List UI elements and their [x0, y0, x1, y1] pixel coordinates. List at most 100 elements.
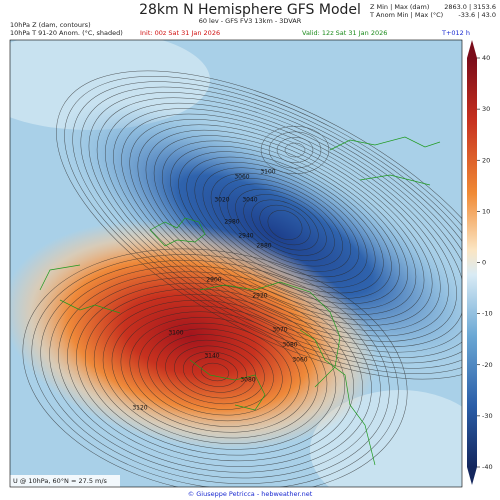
cold-anomaly: [59, 102, 462, 368]
coastline: [149, 217, 206, 247]
contour-label: 3020: [214, 197, 229, 204]
coastline: [329, 136, 441, 186]
contour: [49, 265, 381, 479]
t-values: -33.6 | 43.0: [458, 11, 496, 19]
contour: [259, 204, 311, 246]
contour: [218, 178, 352, 272]
contour: [121, 113, 449, 337]
contour-label: 3060: [292, 357, 307, 364]
valid-time: Valid: 12z Sat 31 Jan 2026: [302, 29, 387, 37]
lead-time: T+012 h: [441, 29, 470, 37]
colorbar-tick-label: -30: [482, 412, 493, 420]
contour-label: 2980: [224, 219, 239, 226]
contour: [202, 167, 368, 283]
contour-label: 3080: [240, 377, 255, 384]
contour: [111, 305, 319, 439]
contour: [84, 288, 346, 456]
title: 28km N Hemisphere GFS Model: [139, 2, 361, 18]
contour: [64, 76, 462, 374]
contour: [120, 311, 310, 433]
contour-label: 2880: [256, 243, 271, 250]
coastline: [199, 281, 341, 388]
contour: [267, 210, 303, 240]
height-contours: [22, 70, 462, 487]
note-box: [10, 475, 120, 487]
contour: [76, 282, 354, 462]
contour: [194, 162, 376, 288]
contour-label: 2940: [238, 233, 253, 240]
coastline: [189, 359, 266, 411]
contour: [104, 102, 462, 348]
z-label: Z Min | Max (dam): [370, 3, 429, 11]
coastline: [299, 329, 376, 466]
contour: [170, 145, 400, 305]
colorbar-tick-label: 30: [482, 105, 490, 113]
contour: [186, 156, 384, 294]
contour: [102, 300, 328, 444]
contour: [145, 129, 425, 321]
contour: [183, 351, 247, 393]
colorbar-arrow-bottom: [467, 467, 477, 485]
map-frame: [9, 39, 463, 488]
contour: [137, 124, 433, 326]
contour: [58, 271, 372, 473]
contour: [147, 328, 283, 416]
contour-label: 3060: [234, 174, 249, 181]
contour: [31, 254, 399, 487]
contour: [153, 135, 417, 315]
contour: [129, 119, 441, 331]
contour: [22, 248, 408, 487]
contour: [165, 340, 265, 404]
coastline: [39, 264, 121, 314]
contour-label: 3100: [260, 169, 275, 176]
contour: [129, 317, 301, 427]
contour: [200, 362, 230, 382]
colorbar: 40 30 20 10 0 -10 -20 -30 -40: [467, 40, 493, 485]
contour: [93, 294, 337, 450]
contour-label: 2900: [206, 277, 221, 284]
contour: [156, 334, 274, 410]
colorbar-tick-label: 0: [482, 259, 486, 267]
contour: [80, 86, 462, 364]
contour: [174, 345, 256, 399]
contour: [138, 322, 292, 422]
init-time: Init: 00z Sat 31 Jan 2026: [140, 29, 220, 37]
colorbar-tick-label: -10: [482, 310, 493, 318]
contour: [178, 151, 392, 299]
contour: [251, 199, 319, 251]
colorbar-scale: [467, 58, 477, 467]
colorbar-tick-label: -20: [482, 361, 493, 369]
contour-label: 3080: [282, 342, 297, 349]
contour: [72, 81, 462, 369]
contour-label: 2920: [252, 293, 267, 300]
contour: [284, 142, 306, 158]
contour: [191, 357, 239, 387]
contour: [260, 125, 330, 175]
contour: [56, 70, 462, 380]
field-z: 10hPa Z (dam, contours): [10, 21, 91, 29]
colorbar-arrow-top: [467, 40, 477, 58]
contour: [227, 183, 343, 267]
contour: [113, 108, 457, 342]
contour: [243, 194, 327, 256]
t-label: T Anom Min | Max (°C): [369, 11, 443, 19]
coastlines: [39, 136, 441, 466]
contour: [268, 131, 322, 169]
contour: [96, 97, 462, 353]
contour-label: 3100: [168, 330, 183, 337]
contour-label: 3070: [272, 327, 287, 334]
subtitle: 60 lev - GFS FV3 13km - 3DVAR: [199, 17, 302, 25]
credit: © Giuseppe Petricca - hebweather.net: [188, 490, 313, 498]
contour: [235, 188, 335, 262]
wind-note: U @ 10hPa, 60°N = 27.5 m/s: [13, 477, 108, 485]
colorbar-tick-label: -40: [482, 463, 493, 471]
contour: [88, 92, 462, 358]
contour-label: 3140: [204, 353, 219, 360]
contour: [40, 260, 390, 484]
contour-label: 3040: [242, 197, 257, 204]
contour: [67, 277, 363, 467]
z-values: 2863.0 | 3153.6: [444, 3, 496, 11]
